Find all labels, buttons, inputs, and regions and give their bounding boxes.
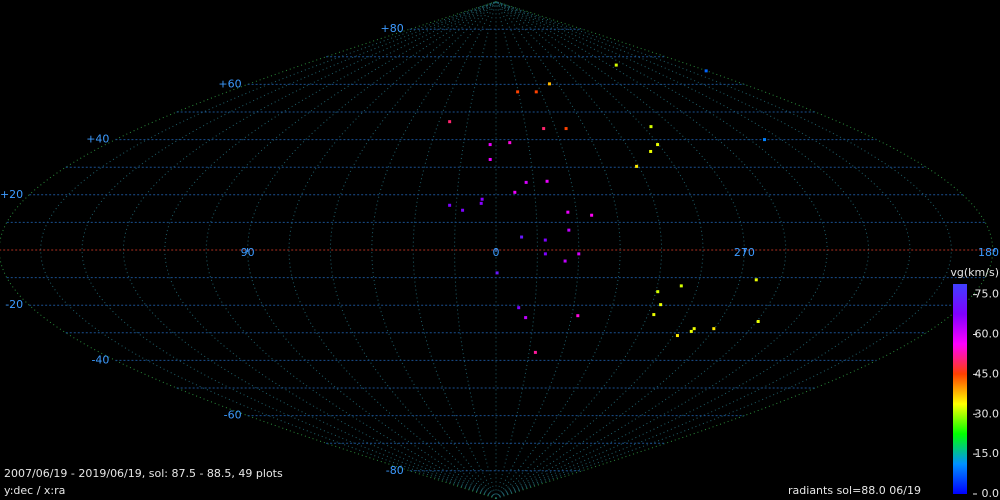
radiant-point — [567, 228, 571, 232]
radiant-point — [533, 350, 537, 354]
radiant-point — [649, 149, 653, 153]
radiant-point — [563, 259, 567, 263]
radiant-point — [754, 278, 758, 282]
radiant-point — [448, 203, 452, 207]
radiant-point — [495, 271, 499, 275]
radiant-point — [508, 141, 512, 145]
radiant-point — [656, 290, 660, 294]
y-tick-label: -80 — [386, 464, 404, 477]
radiant-point — [675, 334, 679, 338]
radiant-point — [516, 90, 520, 94]
radiant-point — [534, 90, 538, 94]
radiant-point — [576, 314, 580, 318]
radiant-point — [692, 327, 696, 331]
colorbar-tick-label: 75.0 — [975, 288, 1000, 301]
radiant-point — [461, 208, 465, 212]
meridian — [412, 1, 497, 499]
colorbar-tick-label: 30.0 — [975, 407, 1000, 420]
radiant-point — [542, 127, 546, 131]
y-tick-label: -40 — [91, 353, 109, 366]
meridian — [495, 1, 704, 499]
colorbar — [953, 284, 967, 494]
radiant-point — [712, 327, 716, 331]
colorbar-label: vg(km/s) — [950, 266, 999, 279]
x-tick-label: 270 — [734, 246, 755, 259]
y-tick-label: +20 — [0, 188, 23, 201]
radiant-point — [524, 316, 528, 320]
colorbar-tick-label: 0.0 — [982, 487, 1000, 500]
radiant-point — [649, 125, 653, 129]
radiant-point — [566, 210, 570, 214]
radiant-point — [488, 157, 492, 161]
radiant-point — [704, 69, 708, 73]
radiant-point — [543, 238, 547, 242]
meridian — [205, 1, 497, 499]
radiant-point — [635, 164, 639, 168]
y-tick-label: -60 — [224, 409, 242, 422]
marks — [448, 63, 767, 354]
radiant-point — [524, 180, 528, 184]
meridian — [495, 1, 994, 499]
axes-note: y:dec / x:ra — [4, 484, 65, 497]
y-tick-label: +40 — [86, 133, 109, 146]
meridian — [164, 1, 497, 499]
radiant-point — [547, 82, 551, 86]
subtitle: 2007/06/19 - 2019/06/19, sol: 87.5 - 88.… — [4, 467, 283, 480]
colorbar-tick-label: 15.0 — [975, 447, 1000, 460]
radiant-point — [763, 138, 767, 142]
x-tick-label: 180 — [978, 246, 999, 259]
radiant-point — [577, 252, 581, 256]
radiant-point — [659, 303, 663, 307]
y-tick-label: +60 — [218, 77, 241, 90]
radiant-point — [448, 120, 452, 124]
radiant-point — [543, 252, 547, 256]
meridian — [495, 1, 538, 499]
radiant-point — [488, 143, 492, 147]
radiant-point — [656, 143, 660, 147]
radiant-point — [545, 179, 549, 183]
radiant-point — [679, 284, 683, 288]
radiant-point — [614, 63, 618, 67]
colorbar-tick-label: 60.0 — [975, 328, 1000, 341]
caption: radiants sol=88.0 06/19 — [788, 484, 921, 497]
radiant-point — [756, 319, 760, 323]
colorbar-tick-label: 45.0 — [975, 367, 1000, 380]
y-tick-label: -20 — [5, 298, 23, 311]
radiant-point — [689, 329, 693, 333]
radiant-point — [520, 235, 524, 239]
radiant-point — [590, 213, 594, 217]
meridian — [495, 1, 663, 499]
radiant-point — [513, 190, 517, 194]
y-tick-label: +80 — [381, 22, 404, 35]
radiant-point — [480, 197, 484, 201]
radiant-point — [479, 201, 483, 205]
radiant-point — [652, 313, 656, 317]
radiant-point — [564, 127, 568, 131]
meridian — [495, 1, 828, 499]
meridian — [454, 1, 497, 499]
radiant-point — [517, 306, 521, 310]
x-tick-label: 90 — [241, 246, 255, 259]
x-tick-label: 0 — [493, 246, 500, 259]
